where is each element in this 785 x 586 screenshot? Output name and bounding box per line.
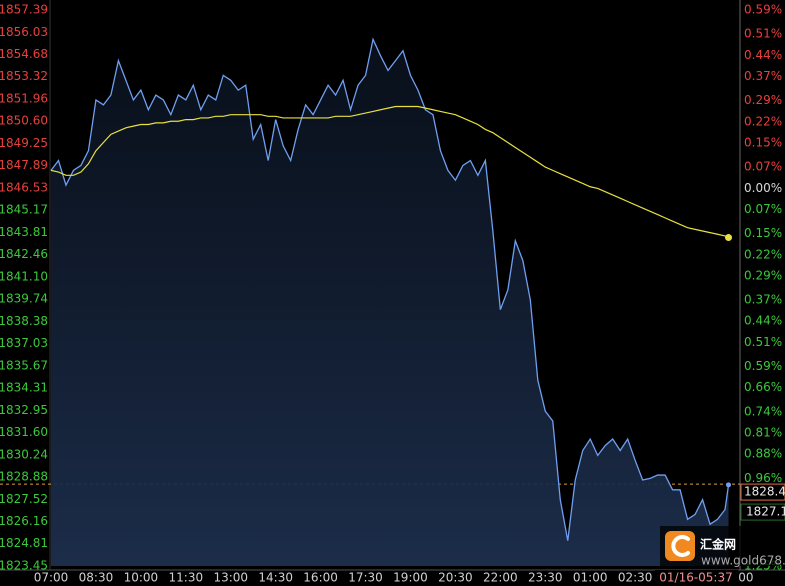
logo-icon-mark bbox=[671, 535, 690, 557]
y-tick-label: 1850.60 bbox=[0, 114, 48, 128]
y-tick-label: 1826.16 bbox=[0, 514, 48, 528]
y2-tick-label: 0.74% bbox=[744, 404, 782, 418]
y2-tick-label: 0.88% bbox=[744, 447, 782, 461]
x-tick-label: 16:00 bbox=[303, 571, 338, 585]
x-tick-label: 22:00 bbox=[483, 571, 518, 585]
y-tick-label: 1851.96 bbox=[0, 91, 48, 105]
price-area bbox=[51, 39, 729, 567]
x-tick-label: 14:30 bbox=[258, 571, 293, 585]
price-box bbox=[740, 483, 785, 501]
x-tick-label: 19:00 bbox=[393, 571, 428, 585]
price-box-label: 1827.1 bbox=[746, 505, 785, 519]
y2-tick-label: 0.29% bbox=[744, 93, 782, 107]
x-tick-label: 07:00 bbox=[34, 571, 69, 585]
y2-tick-label: 0.22% bbox=[744, 247, 782, 261]
average-line bbox=[50, 105, 729, 239]
x-tick-label: 13:00 bbox=[213, 571, 248, 585]
y2-tick-label: 0.51% bbox=[744, 335, 782, 349]
y-tick-label: 1838.38 bbox=[0, 314, 48, 328]
y-tick-label: 1857.39 bbox=[0, 3, 48, 17]
y-tick-label: 1841.10 bbox=[0, 269, 48, 283]
x-tick-label: 08:30 bbox=[79, 571, 114, 585]
y2-tick-label: 0.07% bbox=[744, 202, 782, 216]
y2-tick-label: 0.15% bbox=[744, 226, 782, 240]
logo-url: www.gold678.com bbox=[701, 554, 785, 568]
end-dot bbox=[725, 234, 733, 242]
y2-tick-label: 0.37% bbox=[744, 293, 782, 307]
cursor-time: 01/16-05:37 bbox=[659, 571, 733, 585]
x-tick-label: 01:00 bbox=[573, 571, 608, 585]
y2-tick-label: 0.29% bbox=[744, 268, 782, 282]
logo-name: 汇金网 bbox=[700, 537, 736, 552]
end-dot bbox=[726, 482, 732, 488]
y-tick-label: 1832.95 bbox=[0, 403, 48, 417]
price-box-label: 1828.45 bbox=[744, 485, 785, 499]
y2-tick-label: 0.44% bbox=[744, 48, 782, 62]
y2-tick-label: 0.44% bbox=[744, 314, 782, 328]
y2-tick-label: 0.22% bbox=[744, 114, 782, 128]
y-tick-label: 1835.67 bbox=[0, 358, 48, 372]
y2-tick-label: 0.66% bbox=[744, 380, 782, 394]
y-tick-label: 1823.45 bbox=[0, 559, 48, 573]
x-tick-label: 02:30 bbox=[618, 571, 653, 585]
y-tick-label: 1839.74 bbox=[0, 292, 48, 306]
y-tick-label: 1842.46 bbox=[0, 247, 48, 261]
y2-tick-label: 0.59% bbox=[744, 359, 782, 373]
y2-tick-label: 0.96% bbox=[744, 471, 782, 485]
y-tick-label: 1845.17 bbox=[0, 203, 48, 217]
cursor-time-box bbox=[655, 570, 738, 586]
y-tick-label: 1843.81 bbox=[0, 225, 48, 239]
y-tick-label: 1828.88 bbox=[0, 470, 48, 484]
y2-tick-label: 0.51% bbox=[744, 27, 782, 41]
y-tick-label: 1837.03 bbox=[0, 336, 48, 350]
y2-tick-label: 0.15% bbox=[744, 135, 782, 149]
x-tick-label: 23:30 bbox=[528, 571, 563, 585]
y2-tick-label: 0.00% bbox=[744, 181, 782, 195]
y2-tick-label: 0.07% bbox=[744, 160, 782, 174]
y-tick-label: 1830.24 bbox=[0, 447, 48, 461]
y-tick-label: 1846.53 bbox=[0, 180, 48, 194]
y2-tick-label: 0.81% bbox=[744, 426, 782, 440]
y-tick-label: 1834.31 bbox=[0, 381, 48, 395]
x-tick-label: 17:30 bbox=[348, 571, 383, 585]
y-tick-label: 1847.89 bbox=[0, 158, 48, 172]
price-line bbox=[50, 37, 730, 541]
x-tick-label: 10:00 bbox=[124, 571, 159, 585]
y-tick-label: 1831.60 bbox=[0, 425, 48, 439]
y-tick-label: 1854.68 bbox=[0, 47, 48, 61]
price-box bbox=[740, 503, 785, 521]
x-tick-label: 11:30 bbox=[169, 571, 204, 585]
y-tick-label: 1853.32 bbox=[0, 69, 48, 83]
y2-tick-label: 0.59% bbox=[744, 3, 782, 17]
x-tick-label: 20:30 bbox=[438, 571, 473, 585]
y-tick-label: 1849.25 bbox=[0, 136, 48, 150]
y2-tick-label: 0.37% bbox=[744, 69, 782, 83]
y-tick-label: 1856.03 bbox=[0, 25, 48, 39]
y-tick-label: 1827.52 bbox=[0, 492, 48, 506]
y-tick-label: 1824.81 bbox=[0, 536, 48, 550]
